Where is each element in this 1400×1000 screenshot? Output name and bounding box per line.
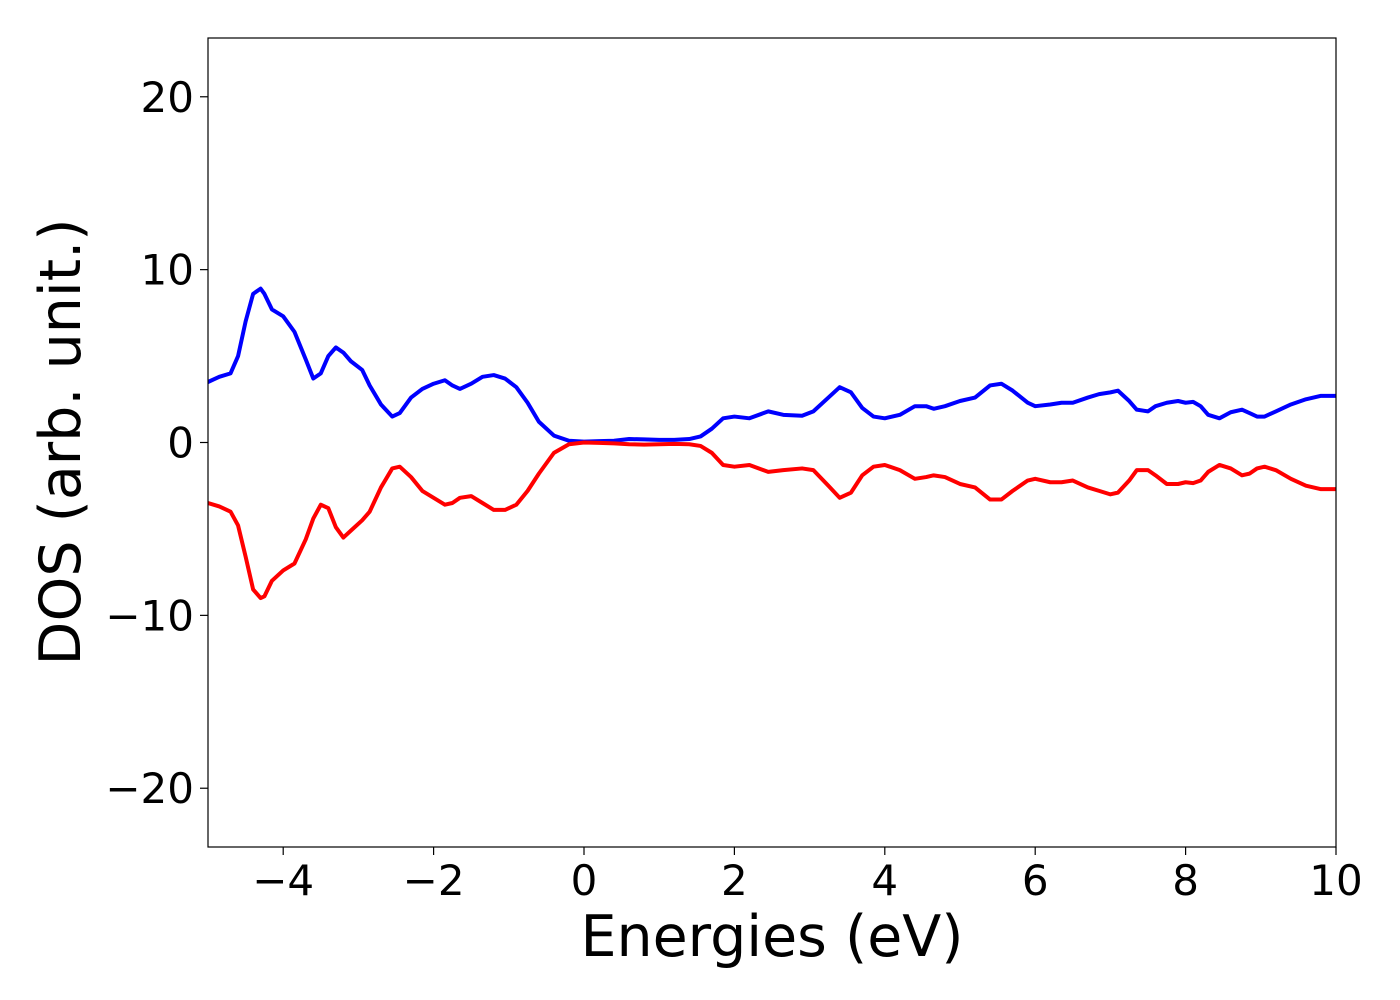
- y-tick-label: −10: [105, 591, 194, 640]
- series-line-1: [208, 286, 1336, 444]
- y-axis-ticks: −20 −10 0 10 20: [105, 73, 208, 813]
- x-tick-label: 10: [1309, 856, 1362, 905]
- y-tick-label: −20: [105, 764, 194, 813]
- x-tick-label: 0: [571, 856, 598, 905]
- x-tick-label: 6: [1022, 856, 1049, 905]
- x-tick-label: 4: [871, 856, 898, 905]
- x-axis-title: Energies (eV): [580, 904, 963, 970]
- x-tick-label: 2: [721, 856, 748, 905]
- y-axis-title: DOS (arb. unit.): [28, 219, 94, 666]
- series-line-2: [208, 440, 1336, 601]
- series-layer: [208, 286, 1336, 601]
- x-axis-ticks: −4 −2 0 2 4 6 8 10: [252, 847, 1363, 905]
- y-tick-label: 0: [167, 419, 194, 468]
- plot-area-background: [208, 38, 1336, 847]
- y-tick-label: 20: [141, 73, 194, 122]
- x-tick-label: 8: [1172, 856, 1199, 905]
- x-tick-label: −4: [252, 856, 314, 905]
- y-tick-label: 10: [141, 246, 194, 295]
- x-tick-label: −2: [403, 856, 465, 905]
